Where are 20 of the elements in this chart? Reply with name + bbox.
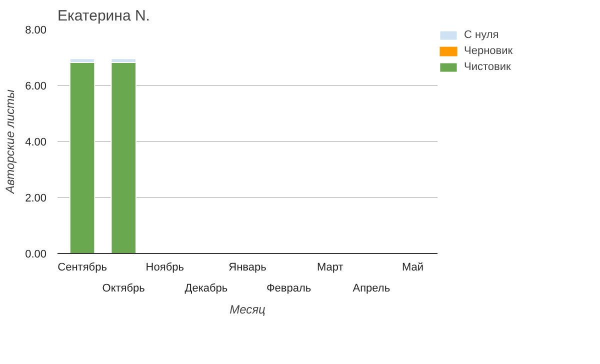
- x-tick-label: Сентябрь: [58, 262, 108, 274]
- y-tick-label: 8.00: [25, 24, 47, 36]
- y-tick-label: 2.00: [25, 192, 47, 204]
- legend-label: Черновик: [464, 45, 513, 57]
- y-tick-label: 4.00: [25, 136, 47, 148]
- x-tick-label: Март: [316, 262, 344, 274]
- x-tick-label: Ноябрь: [146, 262, 184, 274]
- y-tick-label: 6.00: [25, 80, 47, 92]
- legend-label: С нуля: [464, 29, 499, 41]
- chart-title: Екатерина N.: [58, 8, 150, 24]
- x-axis-title: Месяц: [230, 302, 266, 316]
- x-tick-label: Февраль: [266, 282, 312, 294]
- x-tick-label: Декабрь: [184, 282, 228, 294]
- y-axis-title: Авторские листы: [3, 89, 18, 194]
- x-tick-label: Октябрь: [102, 282, 146, 294]
- x-tick-label: Май: [402, 262, 424, 274]
- x-tick-label: Апрель: [352, 282, 390, 294]
- x-tick-label: Январь: [228, 262, 267, 274]
- y-tick-label: 0.00: [25, 248, 47, 260]
- legend-label: Чистовик: [464, 61, 511, 73]
